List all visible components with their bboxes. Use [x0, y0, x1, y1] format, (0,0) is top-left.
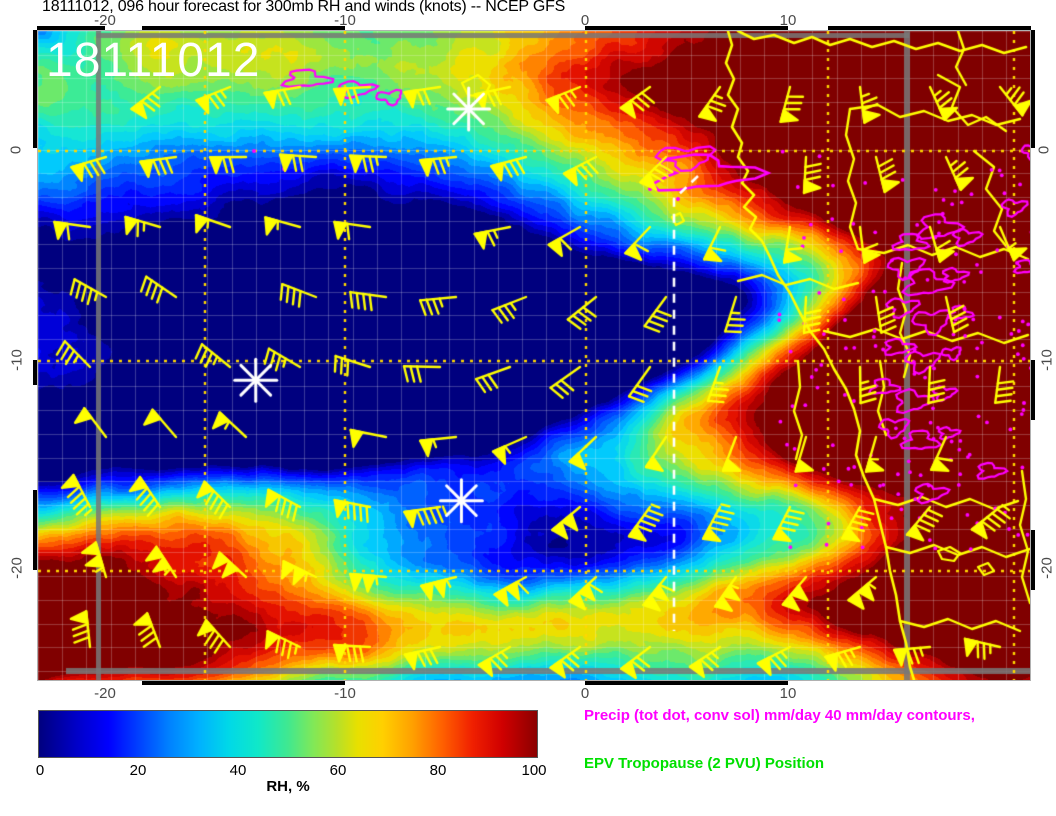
axis-edge-bar: [828, 26, 1031, 30]
axis-edge-bar: [1031, 30, 1035, 148]
colorbar-axis-label: RH, %: [266, 778, 310, 795]
axis-bottom-tick-1: -10: [334, 685, 356, 702]
colorbar-tick-1: 20: [129, 762, 147, 779]
axis-top-tick-2: 0: [580, 12, 590, 29]
colorbar-tick-5: 100: [521, 762, 547, 779]
forecast-map-panel[interactable]: 18111012: [37, 30, 1031, 681]
axis-bottom-tick-0: -20: [94, 685, 116, 702]
rh-colorbar-gradient: [38, 710, 538, 758]
axis-edge-bar: [33, 360, 37, 385]
axis-edge-bar: [585, 26, 788, 30]
colorbar-tick-2: 40: [229, 762, 247, 779]
axis-right-tick-1: -10: [1038, 349, 1056, 371]
axis-edge-bar: [1031, 530, 1035, 590]
axis-bottom-tick-2: 0: [580, 685, 590, 702]
axis-edge-bar: [585, 681, 788, 685]
axis-bottom-tick-3: 10: [779, 685, 797, 702]
axis-right-tick-0: 0: [1035, 145, 1053, 155]
axis-top-tick-0: -20: [94, 12, 116, 29]
legend-epv-label: EPV Tropopause (2 PVU) Position: [584, 755, 825, 772]
axis-edge-bar: [37, 26, 105, 30]
axis-left-tick-1: -10: [8, 349, 26, 371]
axis-right-tick-2: -20: [1038, 557, 1056, 579]
colorbar-tick-0: 0: [35, 762, 45, 779]
axis-edge-bar: [33, 30, 37, 148]
axis-top-tick-1: -10: [334, 12, 356, 29]
legend-precip-label: Precip (tot dot, conv sol) mm/day 40 mm/…: [584, 707, 975, 724]
axis-edge-bar: [1031, 360, 1035, 420]
colorbar-tick-4: 80: [429, 762, 447, 779]
axis-edge-bar: [142, 26, 345, 30]
chart-title: 18111012, 096 hour forecast for 300mb RH…: [42, 0, 566, 15]
axis-top-tick-3: 10: [779, 12, 797, 29]
axis-left-tick-0: 0: [7, 145, 25, 155]
axis-edge-bar: [33, 490, 37, 570]
colorbar-tick-3: 60: [329, 762, 347, 779]
axis-left-tick-2: -20: [8, 557, 26, 579]
axis-edge-bar: [142, 681, 345, 685]
rh-colorbar: [38, 710, 538, 758]
rh-heatmap-canvas: [38, 31, 1030, 680]
